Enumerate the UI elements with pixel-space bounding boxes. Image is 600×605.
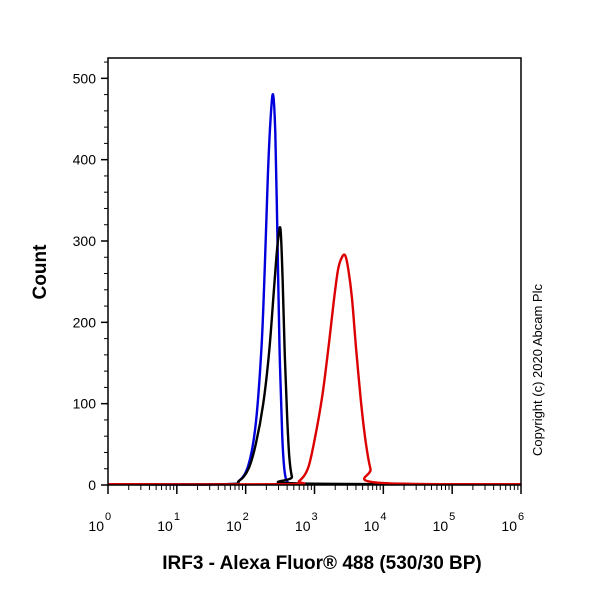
x-tick-label: 10: [364, 518, 380, 534]
series-line-2: [107, 226, 522, 486]
x-tick-label: 10: [226, 518, 242, 534]
y-tick-label: 400: [73, 152, 97, 168]
x-tick-exponent: 1: [174, 511, 180, 523]
y-tick-label: 100: [73, 396, 97, 412]
plot-frame: [107, 57, 522, 486]
x-tick-label: 10: [295, 518, 311, 534]
y-tick-label: 500: [73, 70, 97, 86]
x-tick-label: 10: [501, 518, 517, 534]
y-tick-label: 300: [73, 233, 97, 249]
x-axis-title: IRF3 - Alexa Fluor® 488 (530/30 BP): [162, 553, 482, 574]
y-tick-label: 0: [88, 477, 96, 493]
x-tick-label: 10: [88, 518, 104, 534]
x-tick-label: 10: [433, 518, 449, 534]
x-tick-exponent: 3: [312, 511, 318, 523]
y-tick-label: 200: [73, 314, 97, 330]
x-tick-exponent: 2: [243, 511, 249, 523]
x-tick-exponent: 5: [449, 511, 455, 523]
copyright-notice: Copyright (c) 2020 Abcam Plc: [530, 284, 545, 456]
x-tick-label: 10: [157, 518, 173, 534]
series-layer: [107, 93, 522, 486]
series-line-1: [107, 93, 522, 486]
x-tick-exponent: 0: [105, 511, 111, 523]
series-line-3: [107, 253, 522, 486]
x-tick-exponent: 4: [380, 511, 386, 523]
y-axis-title: Count: [30, 244, 51, 300]
x-tick-exponent: 6: [518, 511, 524, 523]
